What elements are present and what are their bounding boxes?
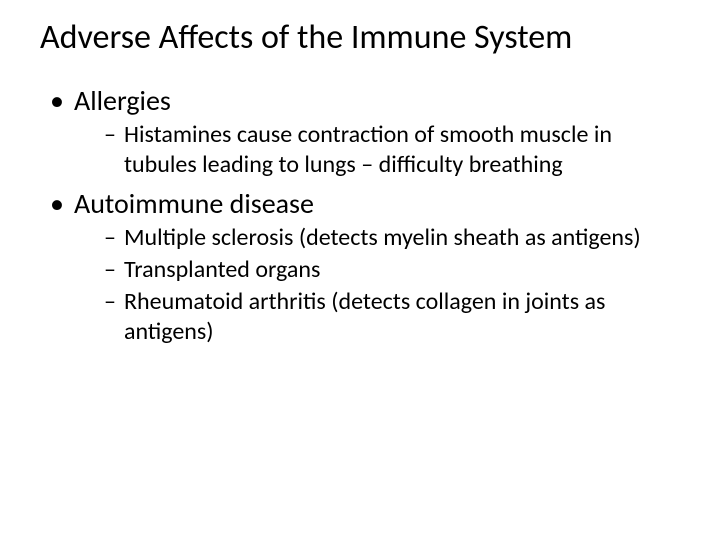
- bullet-list-level2: Histamines cause contraction of smooth m…: [74, 120, 680, 180]
- slide-title: Adverse Affects of the Immune System: [40, 18, 680, 57]
- bullet-list-level1: Allergies Histamines cause contraction o…: [40, 83, 680, 347]
- sub-bullet-text: Transplanted organs: [124, 255, 320, 284]
- sub-bullet-item: Multiple sclerosis (detects myelin sheat…: [104, 223, 680, 253]
- sub-bullet-item: Rheumatoid arthritis (detects collagen i…: [104, 287, 680, 347]
- bullet-item: Allergies Histamines cause contraction o…: [50, 83, 680, 180]
- sub-bullet-text: Rheumatoid arthritis (detects collagen i…: [124, 287, 605, 346]
- bullet-item: Autoimmune disease Multiple sclerosis (d…: [50, 186, 680, 347]
- slide: Adverse Affects of the Immune System All…: [0, 0, 720, 540]
- bullet-list-level2: Multiple sclerosis (detects myelin sheat…: [74, 223, 680, 347]
- bullet-text: Autoimmune disease: [74, 186, 314, 221]
- sub-bullet-item: Transplanted organs: [104, 255, 680, 285]
- sub-bullet-item: Histamines cause contraction of smooth m…: [104, 120, 680, 180]
- bullet-text: Allergies: [74, 83, 171, 118]
- sub-bullet-text: Multiple sclerosis (detects myelin sheat…: [124, 223, 641, 252]
- sub-bullet-text: Histamines cause contraction of smooth m…: [124, 120, 612, 179]
